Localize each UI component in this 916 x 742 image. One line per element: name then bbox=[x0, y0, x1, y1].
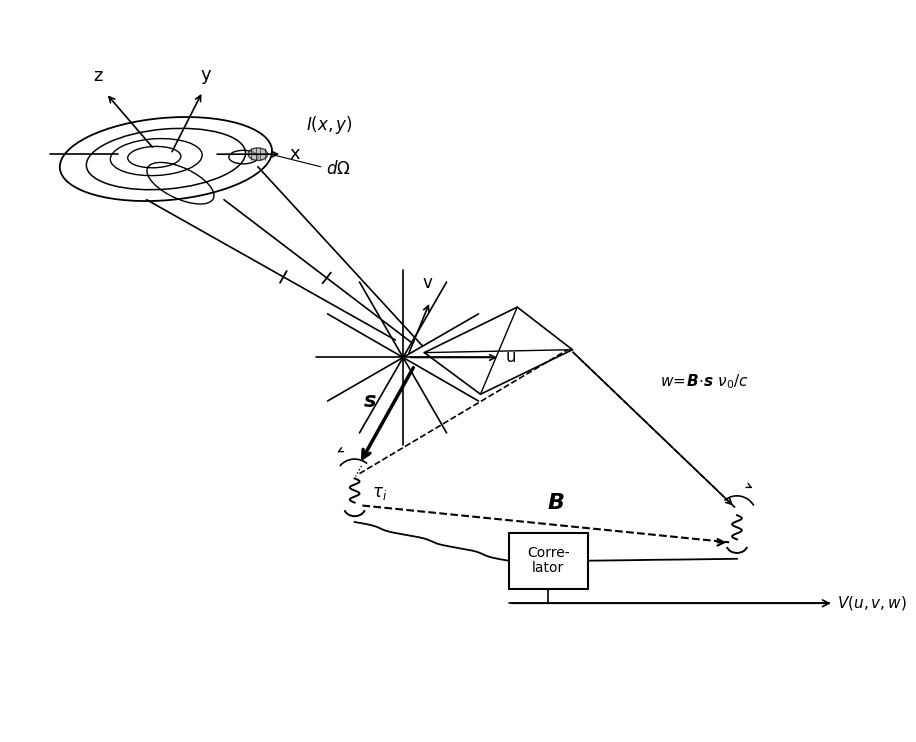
Text: $I(x,y)$: $I(x,y)$ bbox=[306, 114, 353, 137]
Text: v: v bbox=[422, 274, 432, 292]
Text: lator: lator bbox=[532, 562, 564, 576]
Text: $\boldsymbol{s}$: $\boldsymbol{s}$ bbox=[363, 391, 376, 411]
Text: x: x bbox=[289, 145, 300, 163]
Text: $\tau_i$: $\tau_i$ bbox=[372, 484, 387, 502]
Text: $\boldsymbol{B}$: $\boldsymbol{B}$ bbox=[547, 493, 564, 513]
Text: u: u bbox=[506, 349, 516, 367]
Text: $V(u,v,w)$: $V(u,v,w)$ bbox=[836, 594, 907, 612]
Text: $w\!=\!\boldsymbol{B}\!\cdot\!\boldsymbol{s}\ \nu_0/c$: $w\!=\!\boldsymbol{B}\!\cdot\!\boldsymbo… bbox=[660, 372, 748, 391]
Text: $d\Omega$: $d\Omega$ bbox=[325, 160, 350, 178]
Ellipse shape bbox=[248, 148, 267, 160]
Text: y: y bbox=[201, 65, 211, 84]
Text: Corre-: Corre- bbox=[527, 546, 570, 560]
Bar bbox=[508, 533, 588, 588]
Text: z: z bbox=[93, 68, 103, 85]
